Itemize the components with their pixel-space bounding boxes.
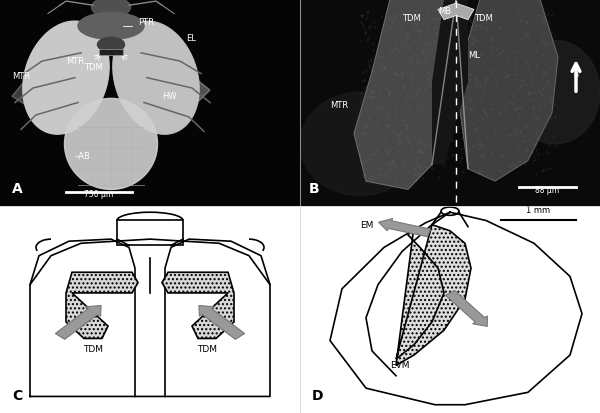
Polygon shape <box>438 4 474 21</box>
Polygon shape <box>99 50 123 56</box>
Text: MTR: MTR <box>12 71 30 81</box>
Text: TDM: TDM <box>402 14 421 23</box>
FancyArrow shape <box>199 306 245 339</box>
Text: a: a <box>573 69 578 78</box>
Text: TDM: TDM <box>83 344 103 353</box>
Text: TDM: TDM <box>474 14 493 23</box>
Bar <box>117 221 183 246</box>
Polygon shape <box>456 0 558 182</box>
Ellipse shape <box>510 41 600 145</box>
Ellipse shape <box>23 22 109 135</box>
Polygon shape <box>66 273 138 339</box>
Text: 1 mm: 1 mm <box>526 206 551 215</box>
Ellipse shape <box>300 93 420 196</box>
FancyArrow shape <box>445 291 487 327</box>
FancyArrow shape <box>55 306 101 339</box>
Text: PTR: PTR <box>138 18 154 27</box>
Polygon shape <box>12 83 72 120</box>
Polygon shape <box>354 0 456 190</box>
Polygon shape <box>150 76 210 120</box>
Polygon shape <box>396 225 471 366</box>
Text: TDM: TDM <box>197 344 217 353</box>
Text: B: B <box>309 181 320 195</box>
Text: HW: HW <box>162 92 176 101</box>
Polygon shape <box>432 0 468 165</box>
Ellipse shape <box>97 38 125 53</box>
Text: D: D <box>312 387 323 401</box>
Text: MTR: MTR <box>330 100 348 109</box>
Text: –AB: –AB <box>75 152 91 161</box>
Text: EM: EM <box>360 220 373 229</box>
Polygon shape <box>162 273 234 339</box>
Ellipse shape <box>65 99 157 190</box>
Text: EVM: EVM <box>390 361 409 370</box>
Text: C: C <box>12 387 22 401</box>
Ellipse shape <box>78 14 144 40</box>
Text: TDM: TDM <box>84 63 103 72</box>
Text: EL: EL <box>186 34 196 43</box>
Text: 750 μm: 750 μm <box>85 189 113 198</box>
Ellipse shape <box>113 22 199 135</box>
Text: 88 μm: 88 μm <box>535 185 560 194</box>
FancyArrow shape <box>379 219 431 237</box>
Text: A: A <box>12 181 23 195</box>
Text: MB: MB <box>438 7 451 17</box>
Text: ML: ML <box>468 51 480 60</box>
Text: MTR: MTR <box>66 57 84 66</box>
Ellipse shape <box>91 0 131 19</box>
